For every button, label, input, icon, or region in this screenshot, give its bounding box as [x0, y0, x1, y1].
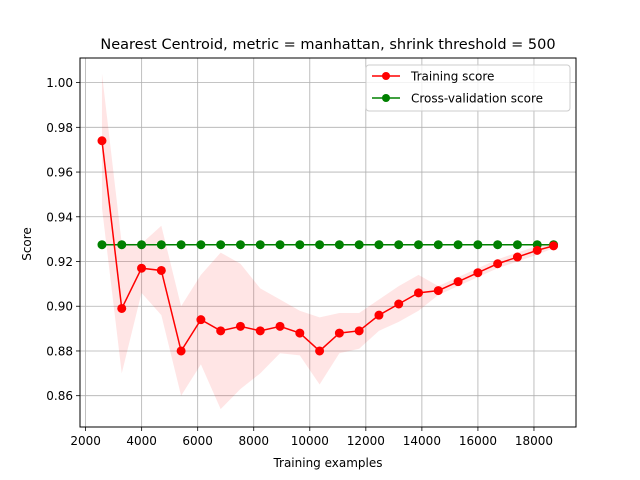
x-tick-label: 14000 [403, 434, 441, 448]
training-score-point [512, 252, 522, 262]
training-score-point [354, 326, 364, 336]
plot-frame [79, 57, 577, 428]
cross-validation-score-point [433, 240, 443, 250]
cross-validation-score-point [512, 240, 522, 250]
y-tick-label: 0.98 [46, 121, 73, 135]
training-score-point [414, 288, 424, 298]
cross-validation-score-point [216, 240, 226, 250]
cross-validation-score-point [374, 240, 384, 250]
training-score-point [196, 315, 206, 325]
training-score-point [176, 346, 186, 356]
training-score-point [216, 326, 226, 336]
training-score-confidence-band [101, 73, 554, 410]
x-tick-label: 8000 [238, 434, 269, 448]
x-tick-label: 10000 [291, 434, 329, 448]
cross-validation-score-point [196, 240, 206, 250]
cross-validation-score-point [97, 240, 107, 250]
x-axis-ticks: 2000 4000 6000 8000 10000 12000 14000 16000 1800… [70, 427, 553, 448]
legend-box [365, 64, 571, 112]
grid [80, 58, 576, 427]
cross-validation-score-point [176, 240, 186, 250]
x-tick-label: 12000 [347, 434, 385, 448]
training-score-point [334, 328, 344, 338]
x-tick-label: 6000 [182, 434, 213, 448]
training-score-point [275, 321, 285, 331]
y-tick-label: 0.86 [46, 389, 73, 403]
training-score-point [315, 346, 325, 356]
x-tick-label: 4000 [126, 434, 157, 448]
cross-validation-score-point [394, 240, 404, 250]
training-score-point [137, 263, 147, 273]
y-tick-label: 0.88 [46, 344, 73, 358]
y-tick-label: 1.00 [46, 76, 73, 90]
y-axis-label: Score [20, 227, 34, 261]
training-score-point [433, 286, 443, 296]
x-axis-label: Training examples [272, 456, 382, 470]
cross-validation-score-point [156, 240, 166, 250]
cross-validation-score-point [414, 240, 424, 250]
training-score-point [493, 259, 503, 269]
cross-validation-score-point [275, 240, 285, 250]
training-score-point [532, 245, 542, 255]
training-score-point [394, 299, 404, 309]
y-tick-label: 0.94 [46, 210, 73, 224]
training-score-point [117, 303, 127, 313]
training-score-point [235, 321, 245, 331]
cross-validation-score-point [137, 240, 147, 250]
cross-validation-score-point [493, 240, 503, 250]
cross-validation-score-point [354, 240, 364, 250]
y-tick-label: 0.96 [46, 166, 73, 180]
training-score-band [101, 73, 554, 410]
training-score-point [295, 328, 305, 338]
cross-validation-score-point [235, 240, 245, 250]
cross-validation-score-point [117, 240, 127, 250]
series-points [97, 136, 559, 356]
legend: Training score Cross-validation score [365, 64, 571, 112]
legend-cross-validation-score-marker [382, 94, 390, 102]
cross-validation-score-point [295, 240, 305, 250]
cross-validation-score-point [473, 240, 483, 250]
legend-cross-validation-score-label: Cross-validation score [411, 92, 543, 106]
training-score-point [255, 326, 265, 336]
training-score-point [97, 136, 107, 146]
x-tick-label: 18000 [515, 434, 553, 448]
training-score-point [453, 277, 463, 287]
training-score-point [549, 241, 559, 251]
cross-validation-score-point [334, 240, 344, 250]
training-score-point [156, 265, 166, 275]
y-axis-ticks: 0.86 0.88 0.90 0.92 0.94 0.96 0.98 1.00 [46, 76, 80, 403]
training-score-point [473, 268, 483, 278]
cross-validation-score-point [315, 240, 325, 250]
y-tick-label: 0.90 [46, 300, 73, 314]
training-score-point [374, 310, 384, 320]
cross-validation-score-point [255, 240, 265, 250]
legend-training-score-marker [382, 72, 390, 80]
legend-training-score-label: Training score [410, 70, 494, 84]
y-tick-label: 0.92 [46, 255, 73, 269]
x-tick-label: 16000 [459, 434, 497, 448]
chart-title: Nearest Centroid, metric = manhattan, sh… [100, 37, 555, 53]
cross-validation-score-point [453, 240, 463, 250]
x-tick-label: 2000 [70, 434, 101, 448]
